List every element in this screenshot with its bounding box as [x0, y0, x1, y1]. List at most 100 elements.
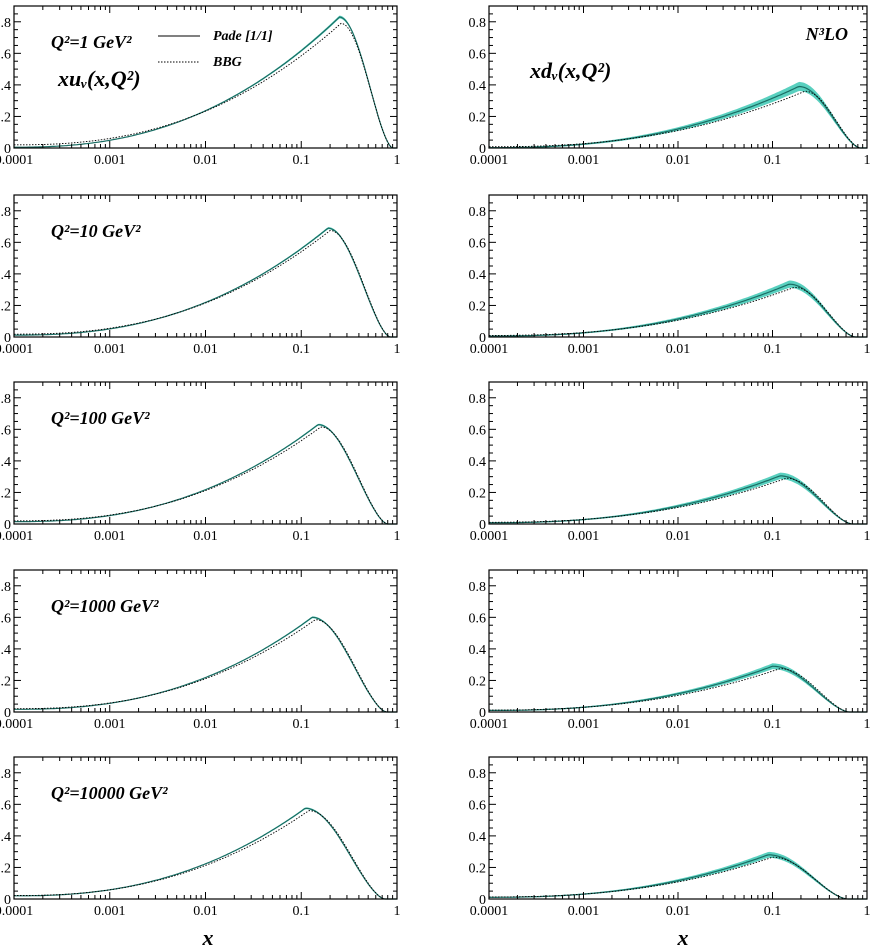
x-tick-label: 0.1: [293, 904, 311, 919]
x-tick-label: 0.001: [94, 717, 126, 732]
series-line-bbg: [14, 22, 397, 149]
x-tick-label: 1: [394, 529, 401, 544]
x-tick-label: 0.01: [666, 904, 691, 919]
y-tick-label: 0.2: [0, 674, 11, 689]
x-tick-label: 0.1: [293, 153, 311, 168]
y-tick-label: 0: [4, 706, 11, 721]
x-tick-label: 0.001: [94, 153, 126, 168]
x-tick-label: 0.001: [568, 342, 600, 357]
series-line-pade: [14, 616, 397, 713]
y-tick-label: 0.2: [0, 486, 11, 501]
y-tick-label: 0.4: [0, 643, 11, 658]
x-tick-label: 0.0001: [470, 342, 509, 357]
y-tick-label: 0: [479, 706, 486, 721]
y-tick-label: 0.8: [469, 767, 487, 782]
y-tick-label: 0.2: [469, 861, 487, 876]
y-tick-label: 0.2: [469, 299, 487, 314]
x-tick-label: 1: [394, 153, 401, 168]
q2-label: Q²=1 GeV²: [51, 32, 132, 52]
panel-xu_v-4: 0.0001 0.001 0.01 0.1 1 0 0.2 0.4 0.6 0.8 Q²=10000…: [0, 756, 401, 919]
x-tick-label: 0.01: [666, 529, 691, 544]
panel-xd_v-3: 0.0001 0.001 0.01 0.1 1 0 0.2 0.4 0.6 0.8: [469, 569, 871, 732]
panel-xd_v-2: 0.0001 0.001 0.01 0.1 1 0 0.2 0.4 0.6 0.8: [469, 381, 871, 544]
q2-label: Q²=100 GeV²: [51, 408, 150, 428]
x-tick-label: 0.01: [666, 717, 691, 732]
x-tick-label: 1: [864, 904, 871, 919]
x-tick-label: 0.1: [764, 717, 782, 732]
y-tick-label: 0.8: [0, 16, 11, 31]
y-tick-label: 0.4: [0, 455, 11, 470]
y-tick-label: 0.6: [469, 798, 487, 813]
y-tick-label: 0: [4, 518, 11, 533]
y-tick-label: 0.6: [469, 423, 487, 438]
y-tick-label: 0.4: [469, 830, 487, 845]
x-tick-label: 1: [864, 153, 871, 168]
x-tick-label: 0.0001: [0, 529, 33, 544]
series-line-bbg: [14, 619, 397, 713]
y-tick-label: 0.8: [469, 580, 487, 595]
x-tick-label: 0.001: [568, 529, 600, 544]
y-tick-label: 0.6: [469, 236, 487, 251]
y-tick-label: 0.2: [0, 299, 11, 314]
x-tick-label: 0.01: [193, 529, 218, 544]
x-axis-title-left: x: [202, 925, 214, 950]
q2-label: Q²=1000 GeV²: [51, 596, 159, 616]
x-tick-label: 0.1: [293, 717, 311, 732]
y-tick-label: 0.4: [0, 830, 11, 845]
x-tick-label: 0.0001: [470, 717, 509, 732]
series-line-bbg: [489, 668, 867, 713]
q2-label: Q²=10 GeV²: [51, 221, 141, 241]
distribution-label-d: xdᵥ(x,Q²): [529, 58, 611, 83]
series-line-bbg: [489, 856, 867, 900]
x-tick-label: 0.1: [764, 529, 782, 544]
series-line-bbg: [489, 477, 867, 525]
y-tick-label: 0.8: [469, 16, 487, 31]
y-tick-label: 0.6: [469, 611, 487, 626]
legend-label-pade: Pade [1/1]: [213, 29, 273, 44]
x-tick-label: 0.001: [94, 529, 126, 544]
y-tick-label: 0.6: [0, 423, 11, 438]
y-tick-label: 0.8: [469, 392, 487, 407]
x-axis-title-right: x: [677, 925, 689, 950]
panel-xd_v-1: 0.0001 0.001 0.01 0.1 1 0 0.2 0.4 0.6 0.8: [469, 194, 871, 357]
x-tick-label: 0.001: [94, 342, 126, 357]
x-tick-label: 0.0001: [470, 529, 509, 544]
x-tick-label: 1: [394, 717, 401, 732]
x-tick-label: 0.001: [568, 904, 600, 919]
y-tick-label: 0.6: [469, 47, 487, 62]
x-tick-label: 0.01: [193, 717, 218, 732]
x-tick-label: 1: [394, 342, 401, 357]
x-tick-label: 0.0001: [0, 342, 33, 357]
y-tick-label: 0.2: [469, 486, 487, 501]
y-tick-label: 0.2: [0, 861, 11, 876]
y-tick-label: 0.2: [469, 110, 487, 125]
x-tick-label: 0.001: [568, 717, 600, 732]
x-tick-label: 0.01: [193, 153, 218, 168]
x-tick-label: 0.1: [764, 153, 782, 168]
series-line-pade: [14, 227, 397, 338]
x-tick-label: 0.0001: [470, 904, 509, 919]
y-tick-label: 0.2: [0, 110, 11, 125]
y-tick-label: 0.4: [469, 455, 487, 470]
y-tick-label: 0: [4, 142, 11, 157]
x-tick-label: 0.01: [666, 153, 691, 168]
panel-xu_v-2: 0.0001 0.001 0.01 0.1 1 0 0.2 0.4 0.6 0.8 Q²=100 G…: [0, 381, 401, 544]
x-tick-label: 1: [864, 717, 871, 732]
y-tick-label: 0.4: [0, 79, 11, 94]
x-tick-label: 0.1: [293, 342, 311, 357]
y-tick-label: 0: [4, 893, 11, 908]
x-tick-label: 0.1: [293, 529, 311, 544]
series-line-pade: [14, 423, 397, 525]
y-tick-label: 0.6: [0, 611, 11, 626]
x-tick-label: 0.1: [764, 904, 782, 919]
y-tick-label: 0: [479, 331, 486, 346]
y-tick-label: 0.2: [469, 674, 487, 689]
y-tick-label: 0: [479, 518, 486, 533]
x-tick-label: 1: [394, 904, 401, 919]
x-tick-label: 0.01: [193, 342, 218, 357]
x-tick-label: 0.0001: [0, 904, 33, 919]
x-tick-label: 0.1: [764, 342, 782, 357]
series-line-bbg: [14, 810, 397, 900]
x-tick-label: 0.01: [193, 904, 218, 919]
y-tick-label: 0.8: [0, 205, 11, 220]
